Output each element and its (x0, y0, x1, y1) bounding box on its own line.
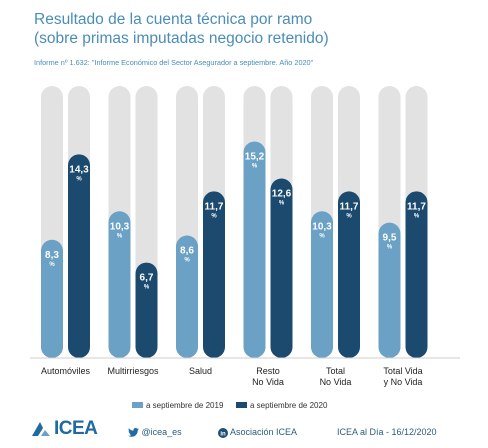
category-label: Salud (189, 366, 212, 376)
twitter-handle[interactable]: @icea_es (128, 427, 182, 437)
bar-value-label: 9,5 (383, 233, 397, 244)
bar (108, 211, 131, 358)
bar-value-label: 8,3 (45, 250, 59, 261)
legend-swatch (236, 402, 247, 408)
bar (243, 141, 266, 358)
bar-unit-label: % (49, 262, 55, 268)
legend-swatch (132, 402, 143, 408)
bar-unit-label: % (279, 201, 285, 207)
bar-unit-label: % (414, 213, 420, 219)
bar (405, 191, 428, 358)
category-label: Multirriesgos (107, 366, 159, 376)
publication-date: ICEA al Día - 16/12/2020 (337, 427, 437, 437)
bar-value-label: 10,3 (110, 221, 130, 232)
bar-value-label: 11,7 (340, 201, 359, 212)
category-label: Total Vida (383, 366, 422, 376)
bar (378, 222, 401, 358)
icea-logo-text: ICEA (54, 418, 98, 439)
chart-title: Resultado de la cuenta técnica por ramo … (34, 10, 329, 48)
bar (338, 191, 360, 358)
bar (311, 211, 333, 358)
category-label: No Vida (252, 377, 284, 387)
bar-value-label: 8,6 (180, 246, 194, 257)
chart-title-line1: Resultado de la cuenta técnica por ramo (34, 11, 313, 28)
linkedin-text: Asociación ICEA (230, 427, 298, 437)
bar-unit-label: % (252, 163, 258, 169)
bar (135, 262, 158, 358)
bar-unit-label: % (387, 245, 393, 251)
bar-value-label: 14,3 (69, 164, 89, 175)
bar-value-label: 6,7 (140, 273, 154, 284)
bar-unit-label: % (319, 233, 325, 239)
bar-unit-label: % (144, 285, 150, 291)
bar-value-label: 11,7 (407, 201, 426, 212)
legend-label: a septiembre de 2020 (250, 401, 328, 410)
bar-value-label: 10,3 (312, 221, 332, 232)
bar-unit-label: % (346, 213, 352, 219)
icea-logo-icon (32, 422, 50, 436)
category-label: Total (326, 366, 345, 376)
twitter-icon (128, 428, 139, 437)
bar (41, 239, 63, 358)
bar (203, 191, 225, 358)
chart-title-line2: (sobre primas imputadas negocio retenido… (34, 30, 329, 47)
category-label: Automóviles (41, 366, 91, 376)
bar (270, 178, 293, 358)
bar-unit-label: % (117, 233, 123, 239)
category-label: No Vida (320, 377, 352, 387)
category-label: y No Vida (384, 377, 423, 387)
category-label: Resto (256, 366, 280, 376)
legend-label: a septiembre de 2019 (146, 401, 224, 410)
bar (176, 235, 198, 358)
chart-source-note: Informe nº 1.632: "Informe Económico del… (34, 58, 314, 67)
bar-unit-label: % (184, 258, 190, 264)
svg-text:in: in (220, 431, 226, 437)
linkedin-icon: in (218, 427, 228, 438)
linkedin-link[interactable]: in Asociación ICEA (218, 427, 297, 438)
twitter-handle-text: @icea_es (141, 427, 182, 437)
bar-unit-label: % (76, 176, 82, 182)
bar-value-label: 15,2 (245, 151, 265, 162)
bar (68, 154, 90, 358)
bar-value-label: 12,6 (272, 189, 292, 200)
bar-unit-label: % (211, 213, 217, 219)
bar-value-label: 11,7 (205, 201, 224, 212)
icea-logo: ICEA (30, 418, 98, 440)
